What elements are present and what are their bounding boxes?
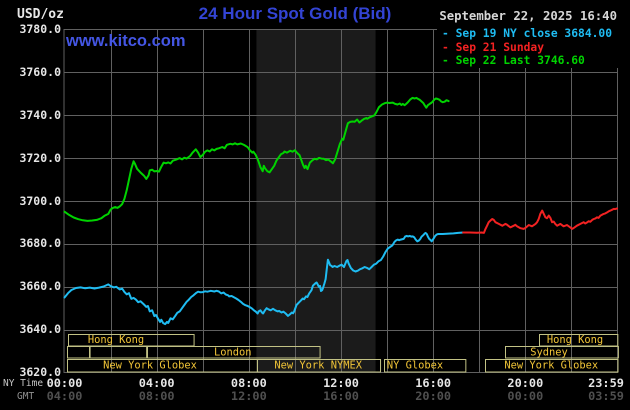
- x-axis-label-gmt: 03:59: [588, 389, 624, 403]
- gmt-row-label: GMT: [17, 391, 35, 402]
- session-box-stub: [89, 346, 148, 359]
- price-line-sep22: [63, 96, 450, 222]
- legend-item-sep22: - Sep 22 Last 3746.60: [442, 54, 585, 68]
- y-axis-label: 3620.0: [19, 365, 61, 379]
- unit-label: USD/oz: [17, 7, 64, 22]
- y-axis-label: 3740.0: [19, 107, 61, 122]
- session-label-sydney: Sydney: [530, 346, 568, 358]
- session-label-new-york-globex: New York Globex: [504, 359, 598, 371]
- session-label-new-york-globex: New York Globex: [103, 359, 197, 371]
- x-axis-label-ny: 16:00: [415, 376, 452, 390]
- page-title: 24 Hour Spot Gold (Bid): [198, 4, 392, 23]
- session-box-new-york-globex: [485, 359, 619, 373]
- y-axis-label: 3780.0: [19, 22, 61, 36]
- datetime-label: September 22, 2025 16:40: [439, 9, 617, 23]
- ny-time-row-label: NY Time: [3, 378, 44, 389]
- session-box-new-york-nymex: [257, 359, 382, 373]
- y-axis-label: 3640.0: [19, 322, 61, 337]
- x-axis-label-gmt: 00:00: [507, 389, 544, 403]
- x-axis-label-gmt: 16:00: [323, 389, 359, 403]
- session-label-london: London: [214, 346, 252, 358]
- session-label-new-york-nymex: New York NYMEX: [274, 359, 362, 371]
- x-axis-label-ny: 12:00: [323, 376, 359, 390]
- session-label-ny-globex: NY Globex: [387, 359, 443, 371]
- y-axis-label: 3660.0: [19, 279, 61, 294]
- y-axis-label: 3760.0: [19, 64, 61, 79]
- y-axis-label: 3700.0: [19, 193, 61, 208]
- x-axis-label-gmt: 12:00: [230, 389, 267, 403]
- x-axis-label-ny: 04:00: [138, 376, 175, 390]
- chart-legend: - Sep 19 NY close 3684.00 - Sep 21 Sunda…: [437, 27, 630, 68]
- price-line-sep19: [63, 231, 465, 326]
- x-axis-label-gmt: 20:00: [415, 389, 452, 403]
- y-axis-label: 3680.0: [19, 236, 61, 251]
- session-box-london: [147, 346, 321, 359]
- session-label-hong-kong: Hong Kong: [547, 334, 603, 346]
- x-axis-label-ny: 00:00: [46, 376, 83, 390]
- x-axis-label-ny: 20:00: [507, 376, 544, 390]
- y-axis-label: 3720.0: [19, 150, 61, 165]
- session-box-ny-globex: [384, 359, 467, 373]
- x-axis-label-gmt: 08:00: [138, 389, 175, 403]
- session-label-hong-kong: Hong Kong: [88, 334, 144, 346]
- price-line-sep21: [462, 207, 618, 234]
- x-axis-label-ny: 08:00: [230, 376, 267, 390]
- kitco-website-link[interactable]: www.kitco.com: [66, 32, 186, 50]
- x-axis-label-gmt: 04:00: [46, 389, 83, 403]
- x-axis-label-ny: 23:59: [588, 376, 624, 390]
- legend-item-sep19: - Sep 19 NY close 3684.00: [442, 27, 613, 40]
- session-box-sydney: [505, 346, 619, 359]
- legend-item-sep21: - Sep 21 Sunday: [442, 40, 545, 54]
- session-box-stub: [67, 346, 91, 359]
